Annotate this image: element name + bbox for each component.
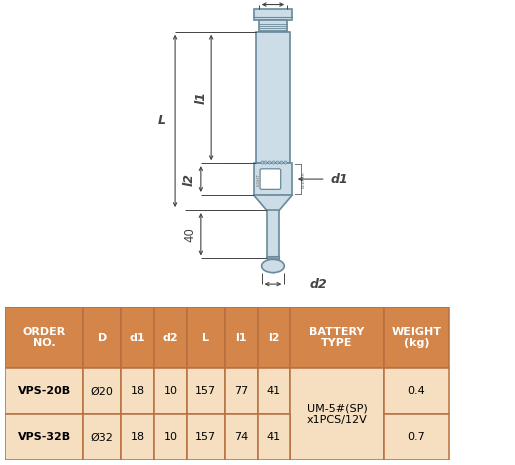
Text: 41: 41 bbox=[267, 386, 281, 396]
Bar bbox=[187, 368, 225, 414]
Text: 157: 157 bbox=[195, 432, 216, 442]
Bar bbox=[83, 414, 121, 460]
Text: l1: l1 bbox=[235, 332, 247, 343]
Text: WEIGHT
(kg): WEIGHT (kg) bbox=[391, 327, 441, 348]
Bar bbox=[258, 307, 290, 368]
Text: LIGHT: LIGHT bbox=[257, 173, 261, 186]
Bar bbox=[225, 368, 258, 414]
Text: d2: d2 bbox=[163, 332, 178, 343]
Bar bbox=[253, 9, 293, 20]
Bar bbox=[258, 414, 290, 460]
Bar bbox=[5, 368, 83, 414]
Text: d2: d2 bbox=[310, 278, 328, 291]
Bar bbox=[267, 210, 280, 259]
Bar bbox=[5, 414, 83, 460]
Text: 10: 10 bbox=[163, 432, 178, 442]
Bar bbox=[290, 307, 384, 368]
Bar bbox=[83, 307, 121, 368]
Text: 74: 74 bbox=[234, 432, 248, 442]
Bar bbox=[154, 368, 187, 414]
Text: 18: 18 bbox=[131, 386, 145, 396]
Bar bbox=[256, 32, 289, 163]
Text: 77: 77 bbox=[234, 386, 248, 396]
Text: L: L bbox=[202, 332, 209, 343]
Text: L: L bbox=[158, 114, 166, 127]
Bar bbox=[225, 414, 258, 460]
Text: BATTERY
TYPE: BATTERY TYPE bbox=[310, 327, 365, 348]
Bar bbox=[121, 307, 154, 368]
Text: Ø32: Ø32 bbox=[91, 432, 114, 442]
Bar bbox=[253, 163, 293, 195]
Polygon shape bbox=[253, 195, 293, 210]
Text: l1: l1 bbox=[194, 91, 208, 104]
Text: ORDER
NO.: ORDER NO. bbox=[23, 327, 66, 348]
Bar bbox=[290, 368, 384, 460]
Text: D: D bbox=[98, 332, 107, 343]
Bar bbox=[225, 307, 258, 368]
Text: 157: 157 bbox=[195, 386, 216, 396]
Bar bbox=[154, 414, 187, 460]
Bar bbox=[259, 20, 287, 32]
Text: 41: 41 bbox=[267, 432, 281, 442]
Text: UM-5#(SP)
x1PCS/12V: UM-5#(SP) x1PCS/12V bbox=[306, 404, 367, 425]
Bar bbox=[5, 307, 83, 368]
Text: VPS-32B: VPS-32B bbox=[18, 432, 71, 442]
Text: 18: 18 bbox=[131, 432, 145, 442]
Text: d1: d1 bbox=[331, 173, 349, 186]
Bar bbox=[384, 307, 449, 368]
Circle shape bbox=[262, 259, 284, 272]
Bar bbox=[83, 368, 121, 414]
Text: 0.7: 0.7 bbox=[407, 432, 425, 442]
Bar bbox=[258, 368, 290, 414]
Bar bbox=[384, 368, 449, 414]
Bar bbox=[187, 414, 225, 460]
Text: BEEPER: BEEPER bbox=[302, 171, 306, 187]
Text: 0.4: 0.4 bbox=[407, 386, 425, 396]
Bar bbox=[187, 307, 225, 368]
Text: Ø20: Ø20 bbox=[91, 386, 114, 396]
Text: d1: d1 bbox=[130, 332, 145, 343]
Text: l2: l2 bbox=[268, 332, 280, 343]
Bar bbox=[121, 414, 154, 460]
Bar bbox=[267, 256, 280, 260]
Text: 40: 40 bbox=[183, 227, 196, 242]
Text: VPS-20B: VPS-20B bbox=[18, 386, 71, 396]
FancyBboxPatch shape bbox=[260, 169, 281, 189]
Bar bbox=[154, 307, 187, 368]
Text: l2: l2 bbox=[183, 173, 196, 186]
Bar bbox=[121, 368, 154, 414]
Text: 10: 10 bbox=[163, 386, 178, 396]
Bar bbox=[384, 414, 449, 460]
